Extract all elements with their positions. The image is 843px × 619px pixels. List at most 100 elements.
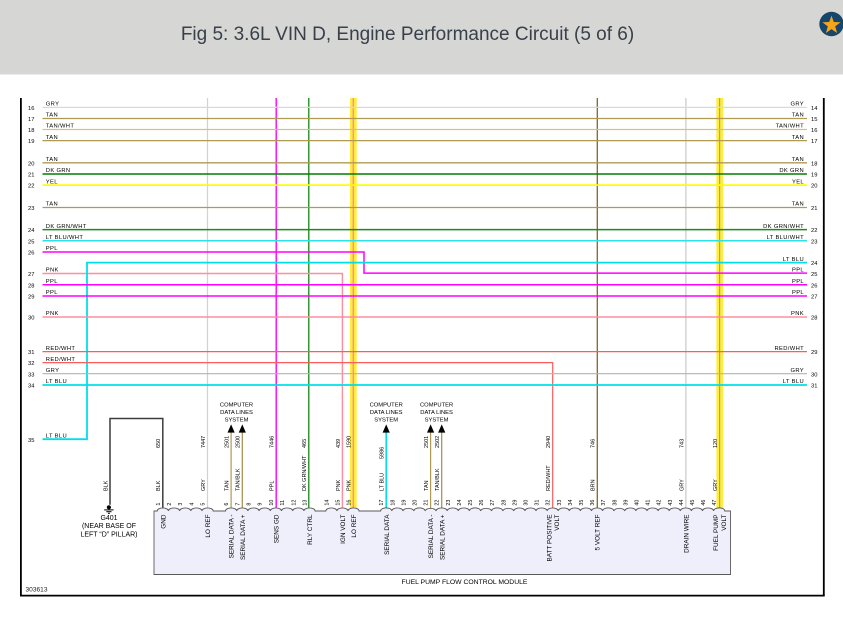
svg-text:2501: 2501 — [424, 436, 430, 448]
svg-text:LT BLU/WHT: LT BLU/WHT — [46, 235, 84, 241]
svg-text:22: 22 — [28, 184, 34, 190]
svg-text:DATA LINES: DATA LINES — [370, 410, 403, 416]
svg-text:COMPUTER: COMPUTER — [220, 402, 253, 408]
svg-text:GRY: GRY — [46, 102, 60, 108]
svg-text:16: 16 — [811, 128, 817, 134]
svg-text:VOLT: VOLT — [554, 514, 561, 530]
svg-text:31: 31 — [535, 500, 541, 506]
svg-text:15: 15 — [335, 500, 341, 506]
svg-text:36: 36 — [590, 500, 596, 506]
svg-text:4: 4 — [189, 503, 195, 506]
svg-text:27: 27 — [28, 272, 34, 278]
svg-text:18: 18 — [390, 500, 396, 506]
svg-text:TAN: TAN — [792, 135, 804, 141]
svg-text:PPL: PPL — [792, 268, 804, 274]
svg-text:38: 38 — [612, 500, 618, 506]
svg-text:14: 14 — [811, 106, 818, 112]
svg-text:12: 12 — [291, 500, 297, 506]
svg-text:DATA LINES: DATA LINES — [220, 410, 253, 416]
svg-text:PNK: PNK — [46, 311, 59, 317]
svg-text:17: 17 — [28, 117, 34, 123]
svg-text:LT BLU: LT BLU — [46, 379, 67, 385]
svg-text:COMPUTER: COMPUTER — [420, 402, 453, 408]
svg-text:LO REF: LO REF — [351, 514, 358, 537]
svg-text:LT BLU: LT BLU — [783, 379, 804, 385]
svg-text:41: 41 — [646, 500, 652, 506]
svg-text:1: 1 — [156, 503, 162, 506]
svg-text:TAN/BLK: TAN/BLK — [435, 468, 441, 491]
svg-text:9: 9 — [258, 503, 264, 506]
svg-text:DATA LINES: DATA LINES — [420, 410, 453, 416]
svg-text:PNK: PNK — [791, 311, 804, 317]
svg-text:20: 20 — [28, 161, 34, 167]
svg-text:VOLT: VOLT — [721, 514, 728, 530]
svg-text:TAN: TAN — [792, 202, 804, 208]
svg-text:26: 26 — [28, 251, 34, 257]
svg-text:22: 22 — [435, 500, 441, 506]
svg-text:TAN: TAN — [46, 202, 58, 208]
svg-text:29: 29 — [28, 295, 34, 301]
svg-text:SYSTEM: SYSTEM — [374, 417, 398, 423]
svg-text:LT BLU: LT BLU — [380, 473, 386, 491]
svg-text:LEFT “D” PILLAR): LEFT “D” PILLAR) — [80, 532, 137, 539]
svg-text:33: 33 — [557, 500, 563, 506]
svg-text:23: 23 — [28, 206, 34, 212]
svg-text:SERIAL DATA: SERIAL DATA — [384, 514, 391, 555]
svg-text:39: 39 — [623, 500, 629, 506]
svg-text:439: 439 — [336, 439, 342, 448]
svg-text:7447: 7447 — [201, 436, 207, 448]
svg-text:7: 7 — [235, 503, 241, 506]
svg-text:2501: 2501 — [225, 436, 231, 448]
svg-text:43: 43 — [668, 500, 674, 506]
svg-text:26: 26 — [811, 283, 817, 289]
svg-text:DK GRN: DK GRN — [46, 168, 71, 174]
svg-text:27: 27 — [811, 295, 817, 301]
svg-text:GRY: GRY — [679, 479, 685, 491]
svg-text:TAN: TAN — [46, 113, 58, 119]
svg-text:LT BLU: LT BLU — [783, 257, 804, 263]
svg-text:30: 30 — [28, 316, 34, 322]
svg-text:TAN/BLK: TAN/BLK — [236, 468, 242, 491]
svg-text:11: 11 — [280, 500, 286, 506]
svg-text:FUEL PUMP FLOW CONTROL MODULE: FUEL PUMP FLOW CONTROL MODULE — [402, 579, 528, 586]
svg-text:6: 6 — [224, 503, 230, 506]
svg-text:TAN: TAN — [225, 480, 231, 491]
svg-text:5986: 5986 — [380, 447, 386, 459]
svg-text:IGN VOLT: IGN VOLT — [340, 514, 347, 543]
svg-text:28: 28 — [811, 316, 817, 322]
svg-text:26: 26 — [479, 500, 485, 506]
svg-text:34: 34 — [568, 500, 574, 506]
svg-text:G401: G401 — [100, 515, 117, 522]
svg-text:YEL: YEL — [46, 179, 58, 185]
svg-text:TAN/WHT: TAN/WHT — [46, 124, 75, 130]
svg-text:TAN/WHT: TAN/WHT — [776, 124, 805, 130]
svg-text:19: 19 — [28, 139, 34, 145]
svg-text:37: 37 — [601, 500, 607, 506]
svg-text:17: 17 — [811, 139, 817, 145]
svg-text:RED/WHT: RED/WHT — [775, 346, 805, 352]
svg-text:23: 23 — [446, 500, 452, 506]
svg-text:46: 46 — [701, 500, 707, 506]
svg-text:21: 21 — [424, 500, 430, 506]
svg-text:GRY: GRY — [790, 102, 804, 108]
svg-text:2: 2 — [167, 503, 173, 506]
svg-text:22: 22 — [811, 228, 817, 234]
svg-text:24: 24 — [28, 228, 35, 234]
svg-text:21: 21 — [811, 206, 817, 212]
svg-text:PNK: PNK — [336, 479, 342, 491]
svg-text:BRN: BRN — [591, 479, 597, 491]
svg-text:BLK: BLK — [156, 480, 162, 491]
svg-text:42: 42 — [657, 500, 663, 506]
svg-text:YEL: YEL — [792, 179, 804, 185]
svg-text:19: 19 — [401, 500, 407, 506]
svg-text:TAN: TAN — [46, 135, 58, 141]
svg-text:TAN: TAN — [46, 157, 58, 163]
svg-text:DK GRN/WHT: DK GRN/WHT — [302, 455, 308, 491]
svg-text:SYSTEM: SYSTEM — [225, 417, 249, 423]
svg-text:31: 31 — [811, 384, 817, 390]
svg-text:28: 28 — [28, 283, 34, 289]
svg-text:30: 30 — [524, 500, 530, 506]
svg-text:47: 47 — [712, 500, 718, 506]
svg-text:LO REF: LO REF — [205, 514, 212, 537]
svg-text:TAN: TAN — [424, 480, 430, 491]
